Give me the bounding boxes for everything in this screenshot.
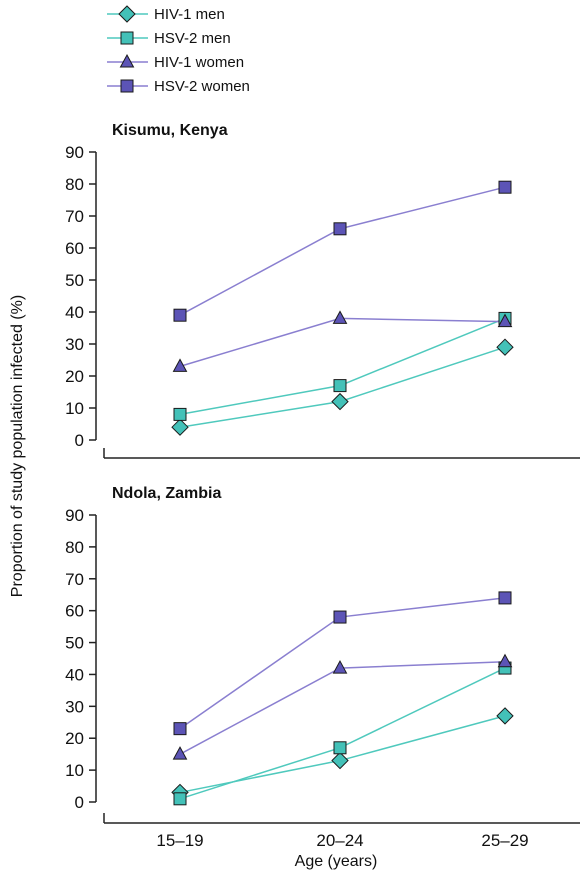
legend-marker-hsv-2-women (120, 79, 134, 93)
y-tick-label: 30 (65, 335, 84, 354)
data-point-hsv-2-men (333, 379, 347, 393)
legend-label-hsv-2-men: HSV-2 men (154, 30, 231, 47)
y-tick-label: 60 (65, 239, 84, 258)
x-tick-label: 15–19 (156, 831, 203, 850)
y-tick-label: 20 (65, 729, 84, 748)
panel-ndola-zambia: Ndola, Zambia 0 10 20 30 40 50 60 70 80 90 (65, 485, 514, 812)
data-point-hiv-1-women (497, 313, 513, 328)
y-tick-label: 70 (65, 570, 84, 589)
y-tick-label: 50 (65, 271, 84, 290)
data-point-hsv-2-women (498, 180, 512, 194)
data-point-hiv-1-men (171, 418, 189, 436)
data-point-hiv-1-women (332, 310, 348, 324)
data-point-hsv-2-men (333, 741, 347, 755)
x-tick-label: 20–24 (316, 831, 363, 850)
data-point-hsv-2-women (173, 722, 187, 736)
data-point-hsv-2-men (173, 407, 187, 421)
y-tick-label: 30 (65, 697, 84, 716)
legend-label-hiv-1-men: HIV-1 men (154, 6, 225, 23)
data-point-hiv-1-men (496, 707, 514, 725)
data-point-hiv-1-women (172, 746, 188, 760)
data-point-hiv-1-women (332, 660, 348, 674)
x-tick-label: 25–29 (481, 831, 528, 850)
series-line-hsv-2-men (179, 667, 506, 800)
y-tick-label: 40 (65, 303, 84, 322)
legend-marker-hiv-1-men (118, 5, 136, 23)
data-point-hiv-1-men (331, 751, 349, 770)
y-tick-label: 90 (65, 143, 84, 162)
data-point-hsv-2-men (173, 792, 187, 806)
x-axis-label: Age (years) (295, 853, 378, 870)
data-point-hiv-1-women (497, 653, 513, 668)
series-line-hiv-1-women (179, 317, 506, 368)
y-tick-label: 80 (65, 538, 84, 557)
legend: HIV-1 men HSV-2 men HIV-1 women HSV-2 women (107, 5, 250, 95)
data-point-hsv-2-women (173, 308, 187, 322)
y-tick-label: 40 (65, 665, 84, 684)
legend-label-hsv-2-women: HSV-2 women (154, 78, 250, 95)
data-point-hiv-1-men (496, 338, 514, 356)
y-axis-label: Proportion of study population infected … (9, 295, 26, 597)
y-tick-label: 0 (75, 793, 84, 812)
legend-label-hiv-1-women: HIV-1 women (154, 54, 244, 71)
y-tick-label: 50 (65, 634, 84, 653)
data-point-hiv-1-women (172, 358, 188, 372)
data-point-hsv-2-women (333, 610, 347, 624)
panel-title: Kisumu, Kenya (112, 122, 228, 139)
x-axis: 15–19 20–24 25–29 (103, 448, 580, 850)
y-tick-label: 60 (65, 602, 84, 621)
panel-kisumu-kenya: Kisumu, Kenya 0 10 20 30 40 50 60 70 80 90 (65, 122, 514, 450)
data-point-hiv-1-men (331, 392, 349, 411)
y-tick-label: 10 (65, 761, 84, 780)
data-point-hsv-2-women (333, 222, 347, 236)
y-tick-label: 70 (65, 207, 84, 226)
y-tick-label: 90 (65, 506, 84, 525)
y-tick-label: 20 (65, 367, 84, 386)
y-tick-label: 10 (65, 399, 84, 418)
data-point-hsv-2-women (498, 591, 512, 605)
legend-marker-hsv-2-men (120, 31, 134, 45)
y-tick-label: 80 (65, 175, 84, 194)
y-tick-label: 0 (75, 431, 84, 450)
legend-marker-hiv-1-women (119, 53, 135, 68)
series-line-hiv-1-women (179, 660, 506, 755)
panel-title: Ndola, Zambia (112, 485, 221, 502)
series-line-hsv-2-women (179, 186, 506, 316)
